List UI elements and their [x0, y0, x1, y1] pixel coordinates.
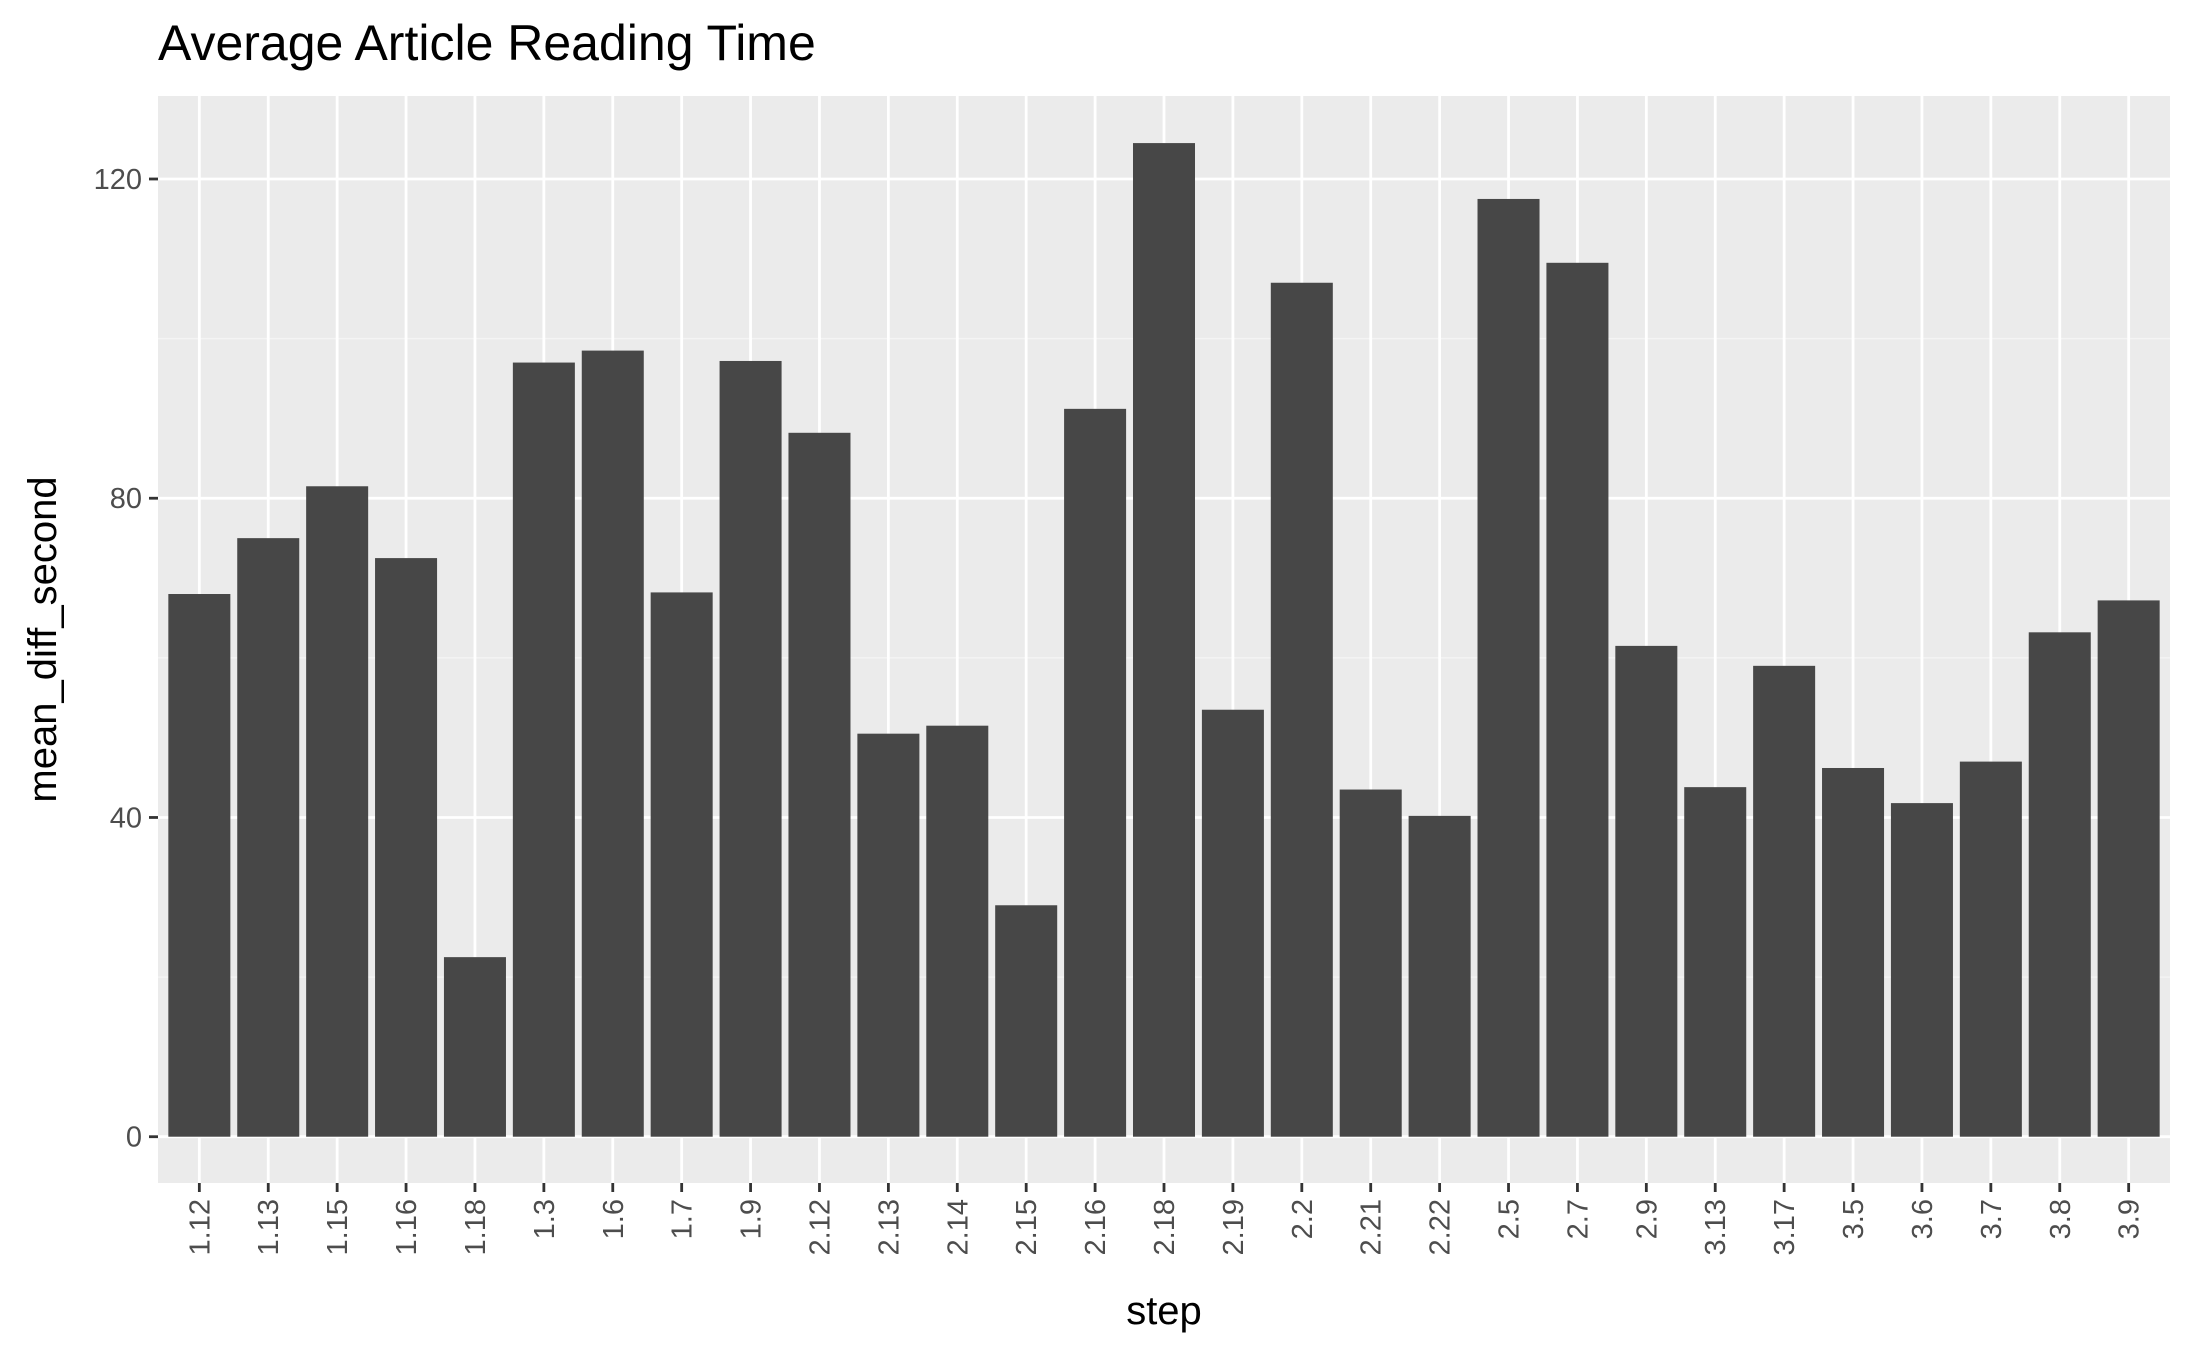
- bar: [1753, 665, 1816, 1137]
- x-tick-label: 1.9: [736, 1199, 768, 1239]
- bar: [1890, 803, 1953, 1137]
- bar: [1546, 262, 1609, 1137]
- x-tick-label: 2.15: [1011, 1199, 1043, 1255]
- x-tick-label: 2.21: [1356, 1199, 1388, 1255]
- y-tick-label: 0: [126, 1122, 142, 1154]
- bar: [2028, 632, 2091, 1137]
- x-tick-label: 1.16: [391, 1199, 423, 1255]
- bar: [1684, 787, 1747, 1137]
- bar: [1615, 645, 1678, 1137]
- bar: [1339, 789, 1402, 1137]
- bar: [1959, 761, 2022, 1137]
- bar: [1822, 767, 1885, 1137]
- bar: [237, 538, 300, 1137]
- x-tick-label: 2.14: [942, 1199, 974, 1255]
- x-tick-label: 2.22: [1425, 1199, 1457, 1255]
- x-tick-label: 3.13: [1700, 1199, 1732, 1255]
- bars-layer: [168, 143, 2160, 1137]
- x-tick-label: 1.6: [598, 1199, 630, 1239]
- x-tick-label: 2.7: [1562, 1199, 1594, 1239]
- x-tick-label: 1.13: [253, 1199, 285, 1255]
- x-tick-label: 3.6: [1907, 1199, 1939, 1239]
- bar: [788, 432, 851, 1137]
- x-axis-title: step: [1126, 1289, 1202, 1333]
- bar: [2097, 600, 2160, 1137]
- x-tick-label: 3.9: [2114, 1199, 2146, 1239]
- x-tick-label: 2.13: [873, 1199, 905, 1255]
- x-axis: 1.12 1.13 1.15 1.16 1.18 1.3 1.6 1.7 1.9 2.12 2.13…: [184, 1183, 2146, 1255]
- x-tick-label: 1.7: [667, 1199, 699, 1239]
- x-tick-label: 1.12: [184, 1199, 216, 1255]
- bar: [168, 594, 231, 1137]
- bar: [995, 905, 1058, 1137]
- y-tick-label: 80: [110, 483, 142, 515]
- x-tick-label: 1.15: [322, 1199, 354, 1255]
- x-tick-label: 2.5: [1494, 1199, 1526, 1239]
- bar: [1477, 198, 1540, 1137]
- y-axis: 0 40 80 120: [94, 164, 158, 1154]
- x-tick-label: 2.16: [1080, 1199, 1112, 1255]
- chart-title: Average Article Reading Time: [158, 15, 816, 71]
- x-tick-label: 3.7: [1976, 1199, 2008, 1239]
- y-tick-label: 40: [110, 802, 142, 834]
- bar: [1201, 709, 1264, 1137]
- bar: [443, 957, 506, 1137]
- bar: [306, 486, 369, 1137]
- x-tick-label: 2.9: [1631, 1199, 1663, 1239]
- bar: [1132, 143, 1196, 1137]
- bar: [581, 350, 644, 1137]
- bar: [1270, 282, 1333, 1137]
- x-tick-label: 3.8: [2045, 1199, 2077, 1239]
- y-tick-label: 120: [94, 164, 142, 196]
- x-tick-label: 2.12: [804, 1199, 836, 1255]
- x-tick-label: 2.19: [1218, 1199, 1250, 1255]
- y-axis-title: mean_diff_second: [21, 476, 65, 802]
- bar: [512, 362, 575, 1137]
- x-tick-label: 3.5: [1838, 1199, 1870, 1239]
- bar: [1064, 408, 1127, 1137]
- bar: [375, 558, 438, 1137]
- x-tick-label: 1.3: [529, 1199, 561, 1239]
- bar: [650, 592, 713, 1137]
- bar: [857, 733, 920, 1137]
- bar: [926, 725, 989, 1137]
- x-tick-label: 2.2: [1287, 1199, 1319, 1239]
- bar: [1408, 815, 1471, 1137]
- x-tick-label: 3.17: [1769, 1199, 1801, 1255]
- x-tick-label: 1.18: [460, 1199, 492, 1255]
- x-tick-label: 2.18: [1149, 1199, 1181, 1255]
- bar: [719, 360, 782, 1137]
